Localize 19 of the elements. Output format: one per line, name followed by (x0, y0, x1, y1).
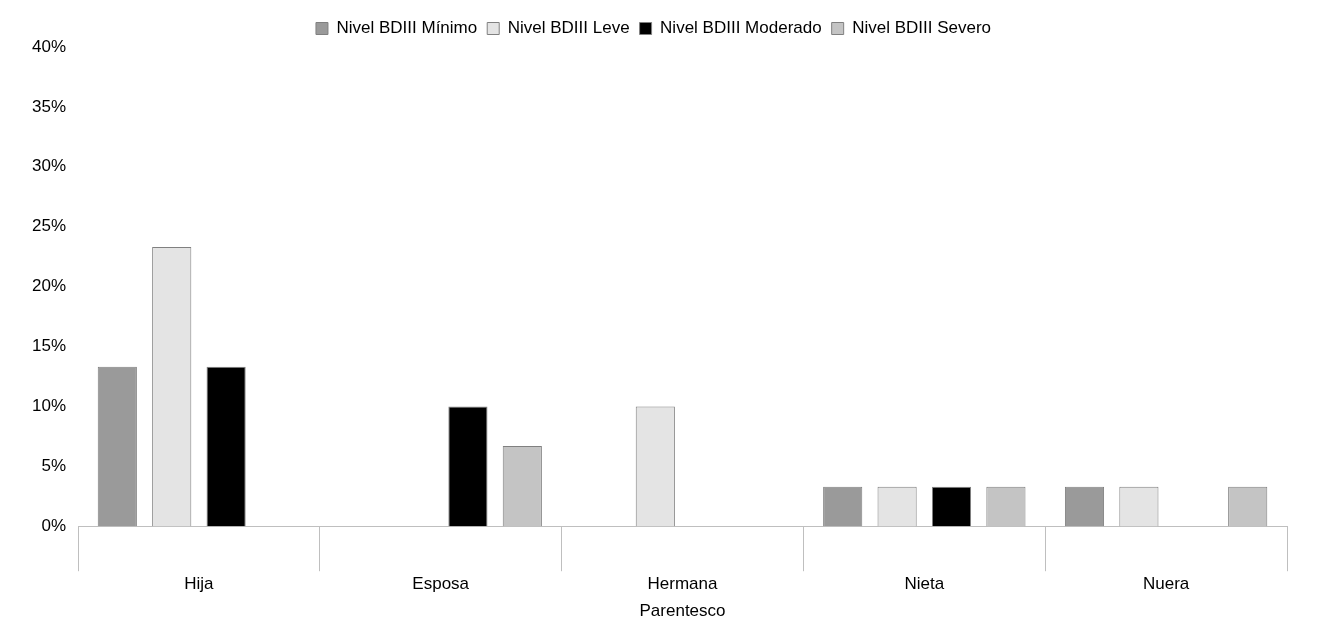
legend-label: Nivel BDIII Severo (852, 18, 992, 38)
y-tick-label: 30% (31, 156, 67, 176)
legend-label: Nivel BDIII Leve (507, 18, 630, 38)
y-tick-label: 0% (41, 515, 67, 535)
y-tick-label: 40% (31, 36, 67, 56)
y-tick-label: 10% (31, 396, 67, 416)
y-tick-label: 35% (31, 96, 67, 116)
x-tick-label: Nuera (1142, 574, 1190, 594)
x-tick-label: Nieta (904, 574, 945, 594)
x-tick-label: Esposa (412, 574, 470, 594)
x-axis-title: Parentesco (639, 601, 726, 621)
y-tick-label: 20% (31, 276, 67, 296)
legend-label: Nivel BDIII Moderado (660, 18, 822, 38)
y-tick-label: 15% (31, 336, 67, 356)
x-tick-label: Hija (184, 574, 215, 594)
y-tick-label: 25% (31, 216, 67, 236)
legend-label: Nivel BDIII Mínimo (336, 18, 478, 38)
y-tick-label: 5% (41, 455, 67, 475)
x-tick-label: Hermana (647, 574, 719, 594)
